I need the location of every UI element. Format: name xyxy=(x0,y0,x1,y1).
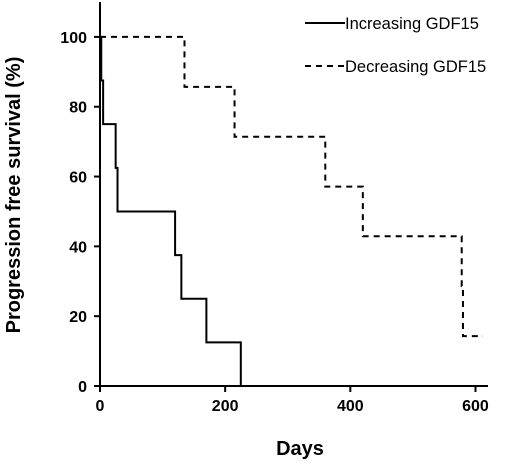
x-axis-label: Days xyxy=(276,438,324,460)
legend-label-1: Increasing GDF15 xyxy=(345,15,479,33)
x-tick-label: 600 xyxy=(462,398,489,415)
y-tick-label: 40 xyxy=(69,239,87,256)
x-tick-label: 0 xyxy=(96,398,105,415)
x-tick-label: 400 xyxy=(337,398,364,415)
series-layer xyxy=(100,35,488,387)
series-line-1 xyxy=(100,35,488,387)
legend: Increasing GDF15 Decreasing GDF15 xyxy=(305,15,486,76)
y-tick-label: 80 xyxy=(69,100,87,117)
y-axis-label: Progression free survival (%) xyxy=(3,57,25,334)
y-tick-label: 20 xyxy=(69,309,87,326)
series-line-2 xyxy=(100,35,483,338)
x-tick-label: 200 xyxy=(212,398,239,415)
y-tick-label: 60 xyxy=(69,170,87,187)
axes: 0 20 40 60 80 100 0 200 400 600 xyxy=(60,2,489,415)
y-tick-label: 0 xyxy=(78,379,87,396)
legend-label-2: Decreasing GDF15 xyxy=(345,58,486,76)
y-tick-label: 100 xyxy=(60,30,87,47)
